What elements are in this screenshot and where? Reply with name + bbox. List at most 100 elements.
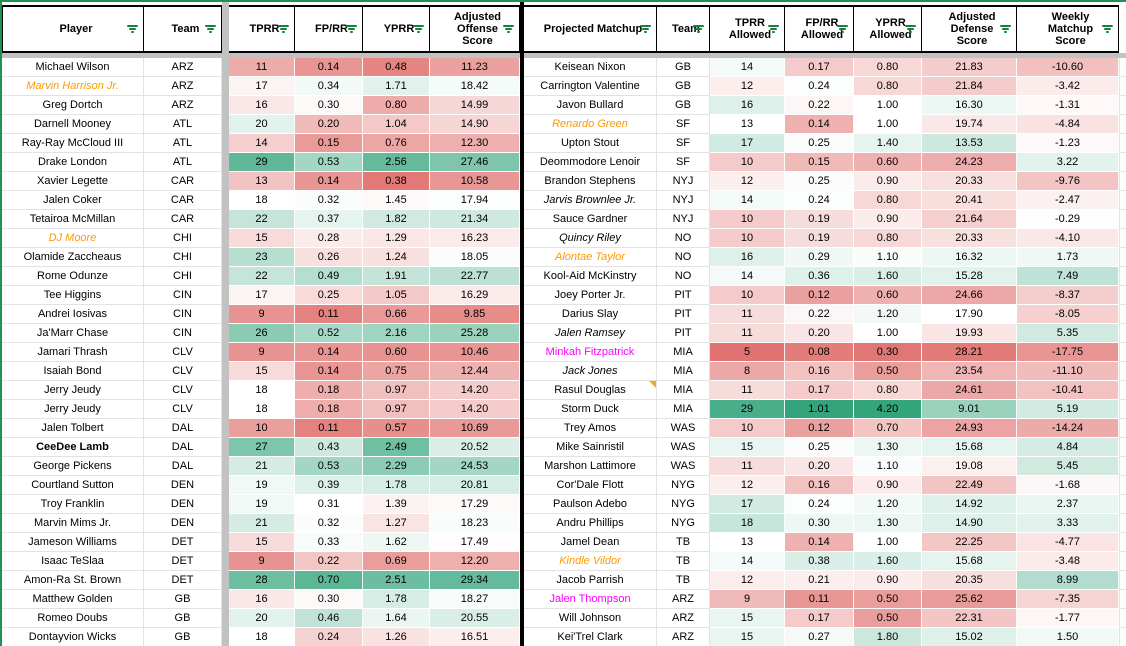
tprra-cell[interactable]: 11 — [710, 324, 785, 343]
wms-cell[interactable]: -4.10 — [1017, 229, 1119, 248]
aos-cell[interactable]: 9.85 — [430, 305, 520, 324]
tprr-cell[interactable]: 9 — [229, 343, 295, 362]
ads-cell[interactable]: 21.64 — [922, 210, 1017, 229]
wms-cell[interactable]: -0.29 — [1017, 210, 1119, 229]
wms-cell[interactable]: -10.60 — [1017, 58, 1119, 77]
yprr-cell[interactable]: 0.69 — [363, 552, 430, 571]
tprra-cell[interactable]: 10 — [710, 153, 785, 172]
fprr-cell[interactable]: 0.24 — [295, 628, 363, 646]
tprr-cell[interactable]: 15 — [229, 229, 295, 248]
fprra-cell[interactable]: 0.24 — [785, 77, 854, 96]
fprra-cell[interactable]: 0.17 — [785, 381, 854, 400]
team-cell[interactable]: NO — [657, 248, 710, 267]
player-cell[interactable]: Javon Bullard — [524, 96, 657, 115]
team-cell[interactable]: WAS — [657, 419, 710, 438]
tprra-cell[interactable]: 11 — [710, 305, 785, 324]
team-cell[interactable]: DET — [144, 571, 222, 590]
fprr-cell[interactable]: 0.49 — [295, 267, 363, 286]
tprra-cell[interactable]: 12 — [710, 77, 785, 96]
tprra-cell[interactable]: 16 — [710, 248, 785, 267]
yprra-cell[interactable]: 0.90 — [854, 210, 922, 229]
column-header-yprr[interactable]: YPRR — [363, 5, 430, 53]
empty-cell[interactable] — [1119, 153, 1126, 172]
wms-cell[interactable]: 5.35 — [1017, 324, 1119, 343]
player-cell[interactable]: Jerry Jeudy — [2, 381, 144, 400]
tprra-cell[interactable]: 13 — [710, 115, 785, 134]
wms-cell[interactable]: 7.49 — [1017, 267, 1119, 286]
fprra-cell[interactable]: 0.15 — [785, 153, 854, 172]
aos-cell[interactable]: 14.20 — [430, 400, 520, 419]
player-cell[interactable]: Dontayvion Wicks — [2, 628, 144, 646]
player-cell[interactable]: Marvin Harrison Jr. — [2, 77, 144, 96]
fprr-cell[interactable]: 0.34 — [295, 77, 363, 96]
tprra-cell[interactable]: 9 — [710, 590, 785, 609]
team-cell[interactable]: DET — [144, 533, 222, 552]
wms-cell[interactable]: 5.19 — [1017, 400, 1119, 419]
player-cell[interactable]: Ja'Marr Chase — [2, 324, 144, 343]
tprra-cell[interactable]: 12 — [710, 172, 785, 191]
empty-cell[interactable] — [1119, 495, 1126, 514]
tprra-cell[interactable]: 17 — [710, 495, 785, 514]
empty-cell[interactable] — [1119, 476, 1126, 495]
tprra-cell[interactable]: 14 — [710, 58, 785, 77]
player-cell[interactable]: Jameson Williams — [2, 533, 144, 552]
ads-cell[interactable]: 22.49 — [922, 476, 1017, 495]
player-cell[interactable]: Kei'Trel Clark — [524, 628, 657, 646]
ads-cell[interactable]: 24.93 — [922, 419, 1017, 438]
yprra-cell[interactable]: 0.80 — [854, 58, 922, 77]
fprr-cell[interactable]: 0.26 — [295, 248, 363, 267]
team-cell[interactable]: DET — [144, 552, 222, 571]
filter-icon[interactable] — [1102, 25, 1113, 34]
aos-cell[interactable]: 12.20 — [430, 552, 520, 571]
frozen-pane-divider[interactable] — [222, 0, 229, 646]
player-cell[interactable]: Jamel Dean — [524, 533, 657, 552]
player-cell[interactable]: Darius Slay — [524, 305, 657, 324]
team-cell[interactable]: NYJ — [657, 172, 710, 191]
filter-icon[interactable] — [413, 25, 424, 34]
tprr-cell[interactable]: 18 — [229, 400, 295, 419]
ads-cell[interactable]: 15.68 — [922, 438, 1017, 457]
empty-cell[interactable] — [1119, 457, 1126, 476]
fprra-cell[interactable]: 0.16 — [785, 362, 854, 381]
wms-cell[interactable]: -8.37 — [1017, 286, 1119, 305]
empty-cell[interactable] — [1119, 628, 1126, 646]
empty-cell[interactable] — [1119, 305, 1126, 324]
ads-cell[interactable]: 19.74 — [922, 115, 1017, 134]
column-header-team[interactable]: Team — [144, 5, 222, 53]
tprr-cell[interactable]: 15 — [229, 533, 295, 552]
filter-icon[interactable] — [693, 25, 704, 34]
player-cell[interactable]: Romeo Doubs — [2, 609, 144, 628]
yprra-cell[interactable]: 1.00 — [854, 115, 922, 134]
player-cell[interactable]: Andru Phillips — [524, 514, 657, 533]
fprra-cell[interactable]: 0.24 — [785, 495, 854, 514]
ads-cell[interactable]: 24.61 — [922, 381, 1017, 400]
player-cell[interactable]: Jarvis Brownlee Jr. — [524, 191, 657, 210]
empty-cell[interactable] — [1119, 191, 1126, 210]
yprra-cell[interactable]: 0.60 — [854, 286, 922, 305]
team-cell[interactable]: NYJ — [657, 210, 710, 229]
empty-cell[interactable] — [1119, 115, 1126, 134]
filter-icon[interactable] — [837, 25, 848, 34]
filter-icon[interactable] — [127, 25, 138, 34]
aos-cell[interactable]: 17.49 — [430, 533, 520, 552]
filter-icon[interactable] — [278, 25, 289, 34]
fprr-cell[interactable]: 0.18 — [295, 381, 363, 400]
fprr-cell[interactable]: 0.32 — [295, 191, 363, 210]
fprr-cell[interactable]: 0.37 — [295, 210, 363, 229]
wms-cell[interactable]: -1.68 — [1017, 476, 1119, 495]
tprr-cell[interactable]: 10 — [229, 419, 295, 438]
fprr-cell[interactable]: 0.33 — [295, 533, 363, 552]
ads-cell[interactable]: 19.93 — [922, 324, 1017, 343]
player-cell[interactable]: Amon-Ra St. Brown — [2, 571, 144, 590]
tprr-cell[interactable]: 17 — [229, 77, 295, 96]
yprr-cell[interactable]: 0.97 — [363, 400, 430, 419]
aos-cell[interactable]: 22.77 — [430, 267, 520, 286]
team-cell[interactable]: ARZ — [657, 590, 710, 609]
fprra-cell[interactable]: 0.16 — [785, 476, 854, 495]
team-cell[interactable]: WAS — [657, 438, 710, 457]
wms-cell[interactable]: 8.99 — [1017, 571, 1119, 590]
tprra-cell[interactable]: 14 — [710, 191, 785, 210]
ads-cell[interactable]: 16.30 — [922, 96, 1017, 115]
column-header-tprra[interactable]: TPRR Allowed — [710, 5, 785, 53]
player-cell[interactable]: Rome Odunze — [2, 267, 144, 286]
